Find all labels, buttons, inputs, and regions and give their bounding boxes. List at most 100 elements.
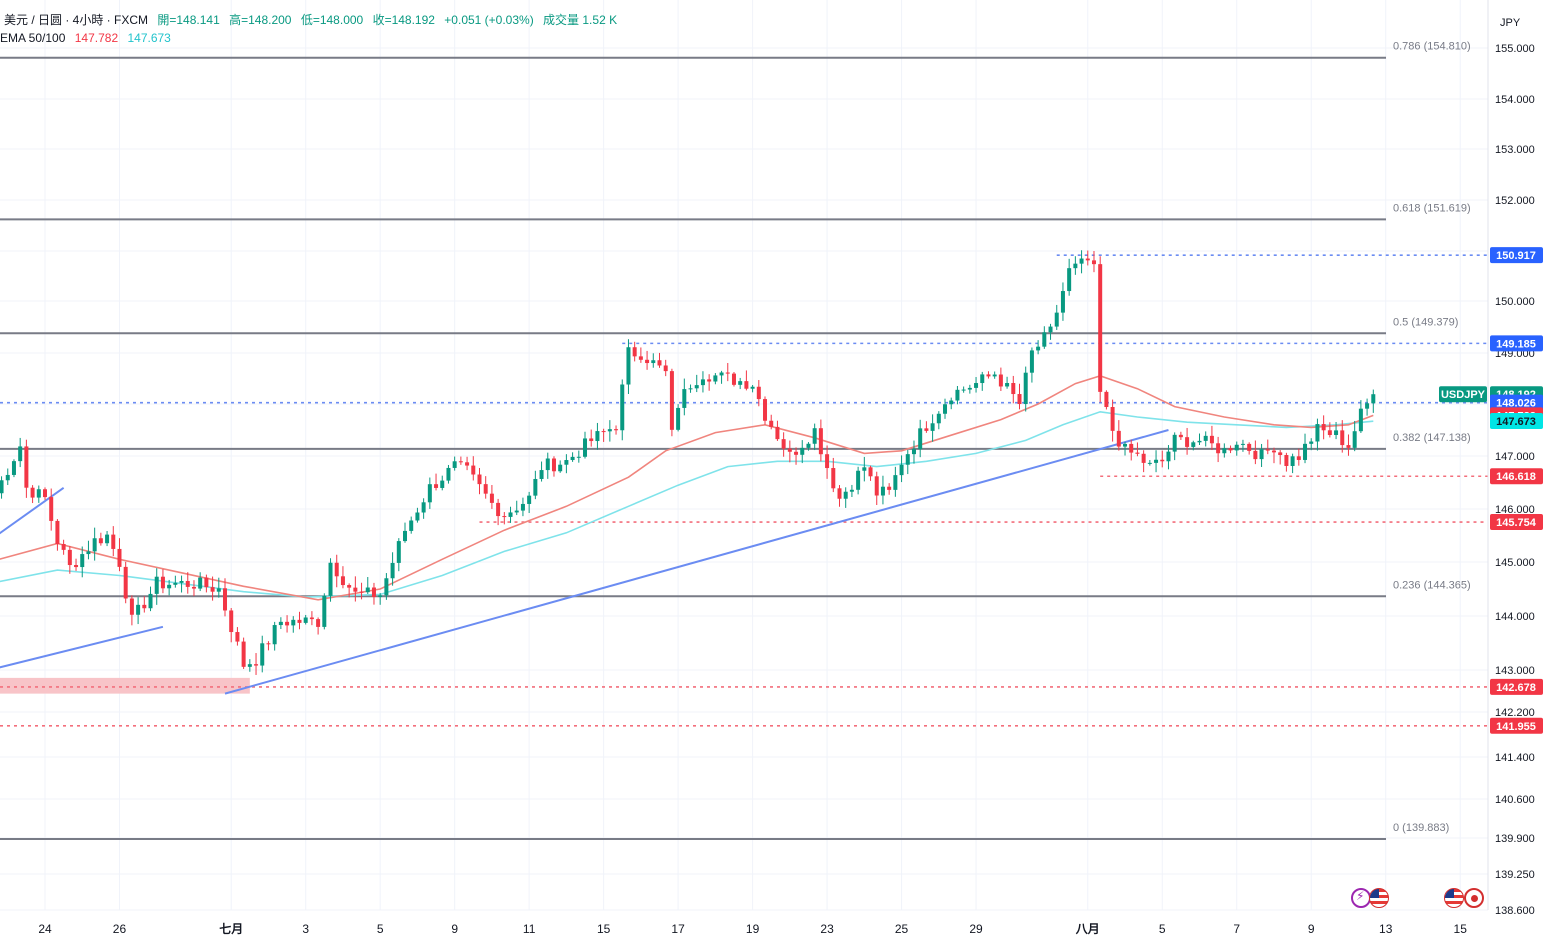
candle-body [1240,443,1245,445]
time-tick-label: 5 [1159,922,1166,936]
candle-body [1315,424,1320,442]
candle-body [676,407,681,430]
symbol-badge [1439,386,1487,403]
candle-body [750,386,755,389]
price-badge-label: 142.678 [1496,682,1536,694]
symbol-legend[interactable]: 美元 / 日圆 · 4小時 · FXCM 開=148.141 高=148.200… [4,11,623,28]
candle-body [558,464,563,472]
candle-body [1029,350,1034,373]
candle-body [682,389,687,408]
candle-body [1023,372,1028,405]
candle-body [1234,444,1239,451]
candle-body [191,586,196,589]
time-tick-label: 15 [1454,922,1468,936]
candle-body [831,468,836,489]
candle-body [1073,263,1078,269]
fib-level-label: 0.5 (149.379) [1393,316,1458,328]
candle-body [297,619,302,623]
candle-body [440,480,445,488]
candlesticks [0,250,1376,675]
candle-body [489,493,494,503]
price-tick-label: 144.000 [1495,611,1535,623]
price-tick-label: 153.000 [1495,144,1535,156]
candle-body [316,619,321,627]
candle-body [142,604,147,609]
time-tick-label: 八月 [1075,922,1100,936]
candle-body [24,446,29,488]
candle-body [719,372,724,376]
candle-body [1296,456,1301,460]
trendline [224,429,1169,695]
candle-body [334,562,339,577]
candle-body [1284,455,1289,466]
price-tick-label: 139.900 [1495,833,1535,845]
time-tick-label: 17 [671,922,685,936]
candle-body [340,576,345,586]
low-value: 低=148.000 [300,13,364,27]
candle-body [806,443,811,448]
candle-body [1123,443,1128,447]
candle-body [849,489,854,492]
candle-body [322,595,327,627]
candle-body [1222,448,1227,454]
candle-body [744,381,749,389]
candle-body [862,467,867,471]
us-flag-icon[interactable] [1444,888,1464,908]
price-badge-label: 145.754 [1496,517,1537,529]
candle-body [974,383,979,388]
candle-body [396,541,401,563]
support-zone [0,677,250,694]
ema-label[interactable]: EMA 50/100 [0,31,66,45]
candle-body [1197,440,1202,443]
candle-body [1129,443,1134,453]
us-flag-icon[interactable] [1369,888,1389,908]
candle-body [967,387,972,390]
candle-body [868,467,873,477]
candle-body [589,438,594,442]
ema-legend[interactable]: EMA 50/100 147.782 147.673 [0,31,177,45]
candle-body [576,456,581,458]
candle-body [905,454,910,465]
candle-body [775,426,780,440]
candle-body [955,389,960,401]
candle-body [409,520,414,531]
candle-body [359,591,364,593]
candle-body [998,374,1003,387]
candle-body [818,428,823,455]
candle-body [1079,258,1084,264]
candle-body [210,587,215,592]
candle-body [1265,449,1270,451]
candle-body [1259,449,1264,460]
price-tick-label: 143.000 [1495,665,1535,677]
price-badge-label: 150.917 [1496,250,1536,262]
candle-body [638,356,643,360]
time-tick-label: 11 [523,922,536,936]
jp-flag-icon[interactable] [1464,888,1484,908]
flash-event-icon[interactable] [1351,888,1371,908]
candle-body [1154,459,1159,463]
time-tick-label: 七月 [219,922,243,936]
candle-body [1098,264,1103,392]
symbol-name[interactable]: 美元 / 日圆 · 4小時 · FXCM [4,13,149,27]
time-tick-label: 19 [746,922,760,936]
candle-body [713,375,718,382]
candle-body [924,428,929,431]
candle-body [856,470,861,490]
candle-body [1054,312,1059,327]
candle-body [136,604,141,615]
candle-body [55,520,60,544]
candle-body [800,447,805,455]
candle-body [880,486,885,496]
price-badge [1490,514,1543,531]
candle-body [1048,326,1053,333]
volume-value: 成交量 1.52 K [543,13,618,27]
candle-body [291,619,296,626]
change-value: +0.051 (+0.03%) [444,13,534,27]
candle-body [285,621,290,626]
price-axis: 155.000154.000153.000152.000151.000150.0… [1487,0,1535,917]
time-axis: 24 26 七月 3 5 9 11 15 17 19 23 25 29 八月 5 7 9 13 15 [38,922,1467,936]
open-value: 開=148.141 [157,13,220,27]
candle-body [1147,462,1152,464]
